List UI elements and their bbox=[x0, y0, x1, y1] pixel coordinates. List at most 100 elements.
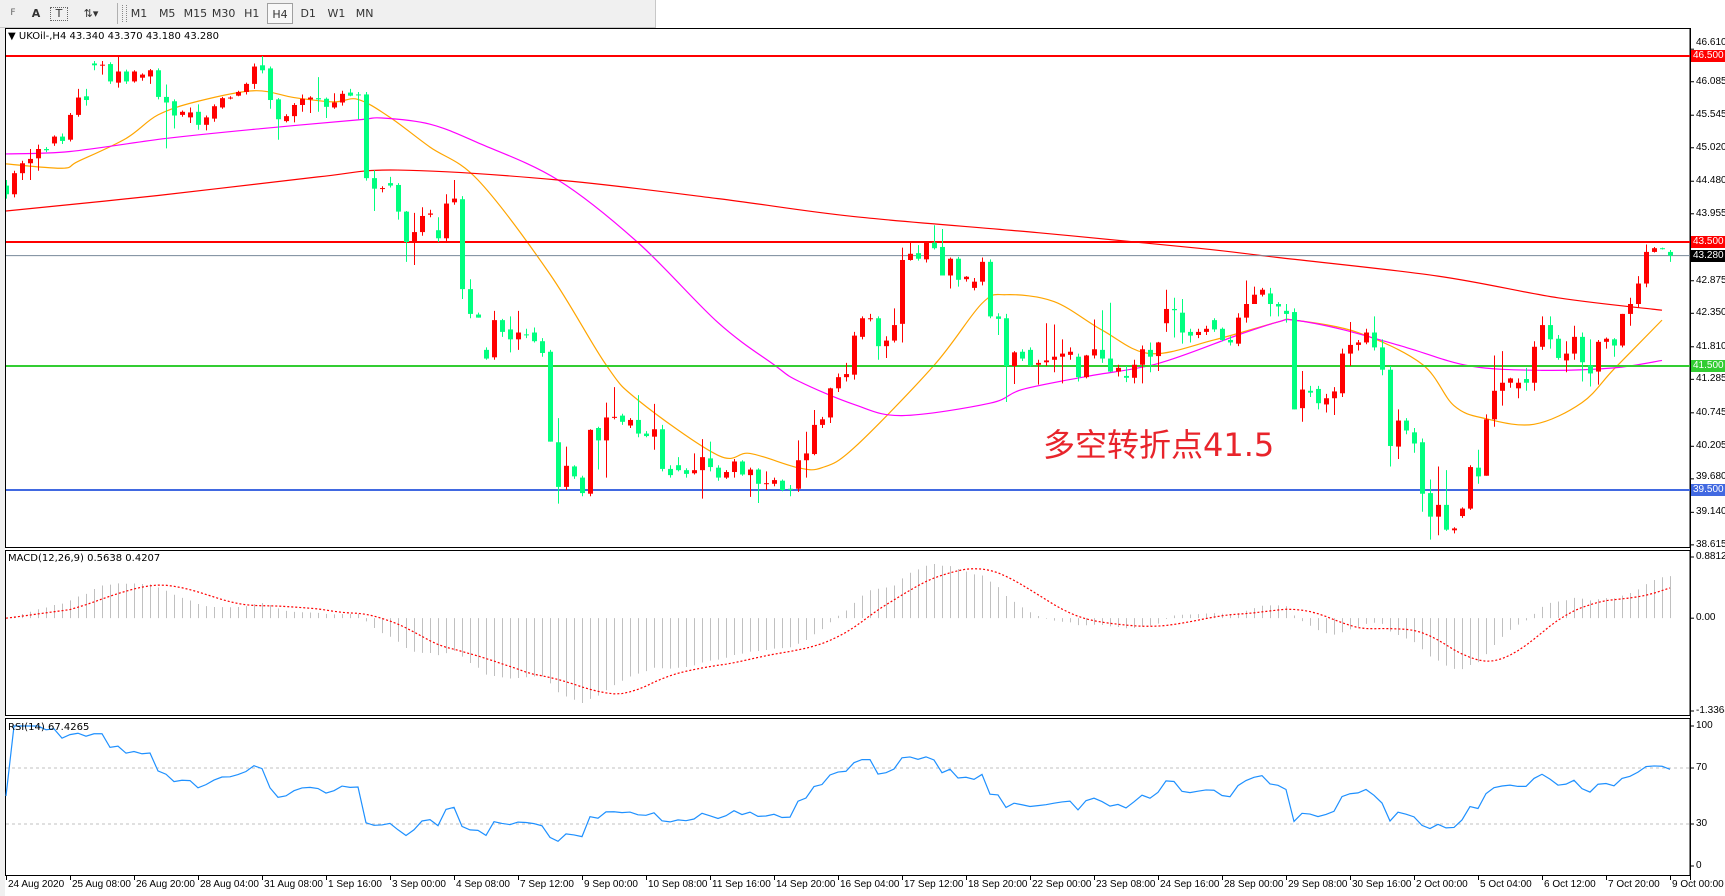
candle bbox=[1580, 332, 1585, 382]
candle bbox=[684, 468, 689, 478]
candle-body bbox=[244, 83, 249, 92]
level-price-tag: 46.500 bbox=[1691, 50, 1725, 62]
moving-average-ma-mid bbox=[6, 117, 1663, 417]
candle bbox=[1316, 385, 1321, 410]
candle bbox=[1268, 287, 1273, 317]
candle-body bbox=[1196, 331, 1201, 335]
candle bbox=[1180, 299, 1185, 344]
candle-body bbox=[548, 351, 553, 442]
candle bbox=[1236, 313, 1241, 347]
candle-body bbox=[1180, 312, 1185, 333]
timeframe-m15-button[interactable]: M15 bbox=[183, 7, 208, 20]
candle-body bbox=[1532, 346, 1537, 383]
candle bbox=[828, 387, 833, 424]
macd-axis-label: -1.3368 bbox=[1696, 705, 1725, 716]
timeframe-h4-button[interactable]: H4 bbox=[267, 3, 293, 24]
candle bbox=[356, 91, 361, 120]
candle bbox=[980, 257, 985, 286]
candle bbox=[1300, 370, 1305, 422]
candle-body bbox=[156, 70, 161, 97]
candle bbox=[940, 228, 945, 276]
time-axis-label: 28 Sep 00:00 bbox=[1224, 879, 1284, 890]
candle bbox=[1620, 313, 1625, 348]
candle-body bbox=[772, 480, 777, 484]
candle-body bbox=[1060, 353, 1065, 357]
candle bbox=[332, 93, 337, 109]
candle bbox=[1028, 347, 1033, 367]
candle bbox=[908, 242, 913, 261]
candle bbox=[188, 107, 193, 123]
timeframe-w1-button[interactable]: W1 bbox=[327, 7, 346, 20]
candle-body bbox=[1148, 349, 1153, 357]
candle-body bbox=[556, 442, 561, 487]
candle-body bbox=[1172, 308, 1177, 311]
price-axis-label: 39.680 bbox=[1696, 471, 1725, 482]
candle bbox=[1140, 345, 1145, 384]
candle bbox=[1596, 339, 1601, 385]
candle-body bbox=[636, 419, 641, 434]
candle bbox=[1092, 319, 1097, 359]
candle bbox=[1116, 364, 1121, 377]
grid-icon[interactable]: F bbox=[10, 8, 16, 18]
candle bbox=[732, 459, 737, 478]
price-axis-label: 46.085 bbox=[1696, 75, 1725, 87]
candle bbox=[932, 225, 937, 250]
candle bbox=[1340, 348, 1345, 397]
candle bbox=[1524, 367, 1529, 391]
candle bbox=[1652, 246, 1657, 253]
candle bbox=[556, 418, 561, 504]
time-axis-label: 1 Sep 16:00 bbox=[328, 879, 382, 890]
candle bbox=[788, 485, 793, 497]
candle-body bbox=[164, 96, 169, 103]
candle-body bbox=[1268, 293, 1273, 304]
candle-body bbox=[1252, 294, 1257, 304]
toolbar-grip[interactable] bbox=[122, 5, 127, 22]
price-axis-label: 43.955 bbox=[1696, 207, 1725, 219]
timeframe-m5-button[interactable]: M5 bbox=[158, 7, 176, 20]
candle-body bbox=[124, 71, 129, 82]
level-price-tag: 39.500 bbox=[1691, 484, 1725, 496]
timeframe-m1-button[interactable]: M1 bbox=[130, 7, 148, 20]
timeframe-h1-button[interactable]: H1 bbox=[244, 7, 260, 20]
candle bbox=[1036, 359, 1041, 385]
timeframe-d1-button[interactable]: D1 bbox=[300, 7, 316, 20]
candle bbox=[172, 99, 177, 129]
candle bbox=[44, 147, 49, 153]
candle-body bbox=[620, 415, 625, 422]
candle-body bbox=[1220, 328, 1225, 340]
candle-body bbox=[644, 433, 649, 437]
time-axis-label: 29 Sep 08:00 bbox=[1288, 879, 1348, 890]
candle-body bbox=[1620, 313, 1625, 346]
candle bbox=[436, 217, 441, 242]
candle-body bbox=[252, 66, 257, 84]
candle-body bbox=[1284, 310, 1289, 314]
candle-body bbox=[228, 97, 233, 99]
collapse-triangle-icon[interactable]: ▼ bbox=[8, 31, 19, 42]
candle-body bbox=[852, 335, 857, 375]
candle-body bbox=[1212, 320, 1217, 330]
candle bbox=[1292, 308, 1297, 410]
candle-body bbox=[996, 316, 1001, 319]
candle bbox=[212, 104, 217, 122]
text-label-tool-button[interactable]: T bbox=[50, 7, 68, 21]
candle bbox=[1196, 328, 1201, 339]
candle-body bbox=[908, 253, 913, 260]
candle bbox=[460, 196, 465, 300]
candle-body bbox=[764, 483, 769, 485]
candle-body bbox=[1460, 508, 1465, 517]
candle bbox=[28, 149, 33, 180]
candle bbox=[868, 313, 873, 322]
candle-body bbox=[36, 149, 41, 159]
timeframe-mn-button[interactable]: MN bbox=[355, 7, 374, 20]
candle bbox=[12, 170, 17, 198]
candle bbox=[1308, 385, 1313, 397]
arrows-tool-dropdown[interactable]: ⇅▾ bbox=[83, 7, 99, 20]
rsi-line bbox=[5, 725, 1671, 843]
text-tool-button[interactable]: A bbox=[31, 7, 41, 20]
timeframe-m30-button[interactable]: M30 bbox=[211, 7, 236, 20]
candle-body bbox=[6, 185, 9, 195]
candle-body bbox=[1468, 467, 1473, 509]
candle-body bbox=[324, 98, 329, 107]
candle bbox=[348, 88, 353, 97]
